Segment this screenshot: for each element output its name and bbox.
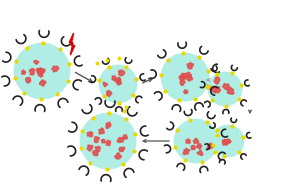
Polygon shape [117, 138, 123, 142]
Polygon shape [103, 82, 108, 87]
Circle shape [208, 72, 242, 106]
Polygon shape [34, 61, 39, 64]
Polygon shape [223, 140, 228, 145]
Circle shape [161, 53, 209, 101]
Polygon shape [87, 132, 93, 137]
Polygon shape [207, 143, 213, 149]
Polygon shape [181, 74, 186, 78]
Polygon shape [26, 77, 31, 83]
Polygon shape [214, 87, 221, 93]
Polygon shape [122, 135, 127, 139]
Polygon shape [115, 77, 120, 83]
Polygon shape [197, 143, 202, 149]
Polygon shape [119, 70, 125, 76]
Circle shape [14, 43, 70, 99]
Polygon shape [187, 62, 193, 69]
Polygon shape [214, 77, 220, 84]
Polygon shape [29, 68, 35, 75]
Polygon shape [179, 75, 184, 81]
Polygon shape [191, 145, 195, 150]
Circle shape [174, 119, 218, 163]
Polygon shape [106, 122, 111, 128]
Polygon shape [51, 66, 59, 72]
Polygon shape [186, 139, 190, 143]
Polygon shape [115, 153, 122, 159]
Polygon shape [210, 86, 216, 92]
Polygon shape [94, 137, 100, 143]
Polygon shape [183, 148, 190, 155]
Polygon shape [197, 150, 203, 156]
Polygon shape [183, 90, 188, 94]
Circle shape [212, 125, 244, 157]
Polygon shape [106, 140, 111, 146]
Polygon shape [37, 68, 43, 74]
Polygon shape [93, 150, 98, 156]
Circle shape [99, 65, 137, 103]
Polygon shape [223, 83, 230, 90]
Polygon shape [39, 68, 45, 74]
Polygon shape [99, 128, 104, 134]
Polygon shape [186, 72, 191, 77]
Polygon shape [112, 76, 116, 81]
Polygon shape [119, 147, 125, 152]
Circle shape [80, 113, 136, 169]
Polygon shape [180, 80, 185, 86]
Polygon shape [186, 75, 192, 81]
Polygon shape [106, 91, 112, 97]
Polygon shape [21, 70, 26, 74]
Polygon shape [37, 68, 42, 72]
Polygon shape [222, 139, 227, 144]
Polygon shape [40, 80, 46, 86]
Polygon shape [69, 33, 75, 55]
Polygon shape [226, 140, 231, 144]
Polygon shape [193, 138, 198, 143]
Polygon shape [227, 88, 234, 94]
Polygon shape [181, 73, 187, 79]
Polygon shape [87, 145, 93, 151]
Polygon shape [38, 72, 43, 77]
Polygon shape [226, 139, 231, 144]
Polygon shape [101, 139, 105, 143]
Polygon shape [116, 79, 122, 85]
Polygon shape [95, 146, 100, 152]
